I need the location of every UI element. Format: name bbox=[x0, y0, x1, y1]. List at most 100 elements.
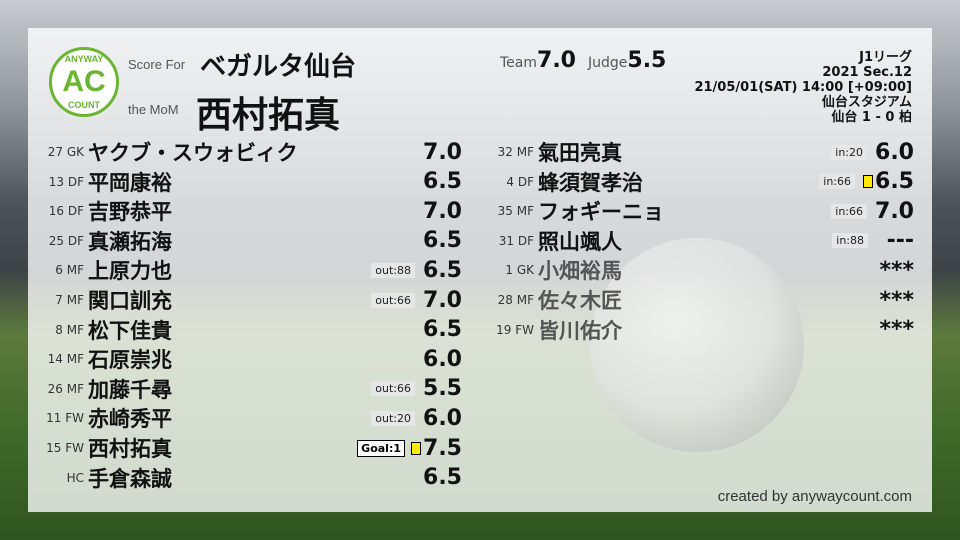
player-row: 28 MF 佐々木匠 *** bbox=[480, 285, 914, 315]
player-rating: 6.5 bbox=[875, 169, 914, 195]
player-name: フォギーニョ bbox=[538, 200, 664, 225]
player-rating: *** bbox=[879, 287, 914, 313]
sub-time-badge: in:66 bbox=[819, 174, 856, 190]
team-score: Team7.0 bbox=[500, 48, 576, 73]
player-number-position: 8 MF bbox=[55, 322, 84, 337]
logo-bottom-text: COUNT bbox=[68, 100, 100, 110]
player-row: 4 DF 蜂須賀孝治 in:66 6.5 bbox=[480, 167, 914, 197]
player-rating: 6.0 bbox=[423, 405, 462, 431]
panel bbox=[28, 28, 932, 512]
league: J1リーグ bbox=[859, 50, 912, 65]
player-name: 皆川佑介 bbox=[538, 318, 622, 343]
match-info: J1リーグ 2021 Sec.12 21/05/01(SAT) 14:00 [+… bbox=[694, 50, 912, 125]
player-name: 真瀬拓海 bbox=[88, 229, 172, 254]
player-number-position: 32 MF bbox=[497, 145, 534, 159]
player-number-position: 35 MF bbox=[497, 204, 534, 219]
player-row: 27 GK ヤクブ・スウォビィク 7.0 bbox=[30, 137, 462, 167]
player-rating: 6.0 bbox=[423, 346, 462, 372]
player-number-position: 15 FW bbox=[46, 441, 84, 455]
player-rating: 7.0 bbox=[423, 139, 462, 165]
player-name: 氣田亮真 bbox=[538, 141, 622, 165]
player-number-position: 26 MF bbox=[47, 381, 84, 396]
player-rating: 7.0 bbox=[875, 198, 914, 224]
player-rating: 7.5 bbox=[423, 435, 462, 461]
player-name: 蜂須賀孝治 bbox=[538, 170, 643, 195]
player-number-position: 6 MF bbox=[55, 263, 84, 278]
player-rating: 6.5 bbox=[423, 257, 462, 283]
player-number-position: 27 GK bbox=[47, 145, 84, 159]
player-rating: 6.5 bbox=[423, 317, 462, 343]
player-row: 13 DF 平岡康裕 6.5 bbox=[30, 167, 462, 197]
player-name: 松下佳貴 bbox=[88, 318, 172, 343]
player-row: 26 MF 加藤千尋 out:66 5.5 bbox=[30, 374, 462, 404]
player-rating: 6.5 bbox=[423, 465, 462, 491]
player-row: 32 MF 氣田亮真 in:20 6.0 bbox=[480, 137, 914, 167]
anywaycount-logo: ANYWAY AC COUNT bbox=[49, 47, 119, 117]
player-name: 上原力也 bbox=[88, 259, 172, 284]
player-number-position: 4 DF bbox=[506, 174, 534, 189]
player-number-position: 28 MF bbox=[497, 293, 534, 307]
player-name: 小畑裕馬 bbox=[538, 259, 622, 284]
player-number-position: HC bbox=[66, 470, 84, 485]
player-row: 35 MF フォギーニョ in:66 7.0 bbox=[480, 196, 914, 226]
player-row: 11 FW 赤崎秀平 out:20 6.0 bbox=[30, 403, 462, 433]
player-rating: --- bbox=[886, 228, 914, 254]
player-name: 手倉森誠 bbox=[88, 466, 172, 491]
team-score-label: Team bbox=[500, 55, 538, 71]
sub-time-badge: out:66 bbox=[371, 381, 416, 397]
sub-time-badge: in:20 bbox=[831, 144, 868, 160]
player-row: 16 DF 吉野恭平 7.0 bbox=[30, 196, 462, 226]
player-name: 平岡康裕 bbox=[88, 170, 172, 195]
match-datetime: 21/05/01(SAT) 14:00 [+09:00] bbox=[694, 80, 912, 95]
player-number-position: 14 MF bbox=[47, 352, 84, 367]
player-rating: 5.5 bbox=[423, 376, 462, 402]
player-rating: 7.0 bbox=[423, 198, 462, 224]
player-row: 15 FW 西村拓真 Goal:1 7.5 bbox=[30, 433, 462, 463]
player-rating: *** bbox=[879, 317, 914, 343]
sub-time-badge: out:66 bbox=[371, 292, 416, 308]
player-name: 赤崎秀平 bbox=[88, 407, 172, 432]
logo-center-text: AC bbox=[62, 65, 106, 98]
team-score-value: 7.0 bbox=[537, 48, 576, 73]
mom-player: 西村拓真 bbox=[196, 95, 341, 136]
player-number-position: 19 FW bbox=[496, 322, 534, 337]
match-result: 仙台 1 - 0 柏 bbox=[831, 110, 912, 125]
judge-score: Judge5.5 bbox=[588, 48, 666, 73]
player-name: 西村拓真 bbox=[88, 437, 172, 461]
player-name: 照山颯人 bbox=[538, 229, 622, 254]
player-name: 石原崇兆 bbox=[88, 348, 172, 373]
player-rating: 6.5 bbox=[423, 169, 462, 195]
player-rating: 7.0 bbox=[423, 287, 462, 313]
player-number-position: 25 DF bbox=[48, 233, 84, 248]
player-row: HC 手倉森誠 6.5 bbox=[30, 463, 462, 493]
credit: created by anywaycount.com bbox=[717, 488, 912, 505]
player-name: 関口訓充 bbox=[88, 289, 172, 313]
player-number-position: 16 DF bbox=[48, 204, 84, 219]
venue: 仙台スタジアム bbox=[821, 95, 912, 110]
player-name: 加藤千尋 bbox=[88, 377, 172, 402]
player-number-position: 11 FW bbox=[46, 411, 84, 426]
player-row: 6 MF 上原力也 out:88 6.5 bbox=[30, 255, 462, 285]
player-number-position: 7 MF bbox=[55, 293, 84, 307]
player-number-position: 13 DF bbox=[48, 174, 84, 189]
score-for-label: Score For bbox=[128, 57, 186, 72]
player-rating: 6.0 bbox=[875, 139, 914, 165]
soccer-ball-image bbox=[590, 238, 804, 452]
sub-time-badge: in:88 bbox=[832, 233, 868, 249]
player-name: 吉野恭平 bbox=[88, 200, 172, 225]
yellow-card-icon bbox=[863, 175, 874, 189]
player-row: 19 FW 皆川佑介 *** bbox=[480, 315, 914, 345]
goal-badge: Goal:1 bbox=[357, 439, 406, 457]
sub-time-badge: in:66 bbox=[831, 203, 868, 219]
sub-time-badge: out:20 bbox=[371, 410, 416, 426]
player-rating: 6.5 bbox=[423, 228, 462, 254]
team-name: ベガルタ仙台 bbox=[200, 52, 357, 82]
player-number-position: 31 DF bbox=[498, 233, 534, 248]
player-rating: *** bbox=[879, 257, 914, 283]
section: 2021 Sec.12 bbox=[822, 65, 912, 80]
player-number-position: 1 GK bbox=[505, 263, 534, 278]
judge-score-value: 5.5 bbox=[627, 48, 667, 73]
logo-top-text: ANYWAY bbox=[64, 54, 104, 64]
mom-label: the MoM bbox=[128, 102, 179, 117]
yellow-card-icon bbox=[411, 441, 422, 455]
